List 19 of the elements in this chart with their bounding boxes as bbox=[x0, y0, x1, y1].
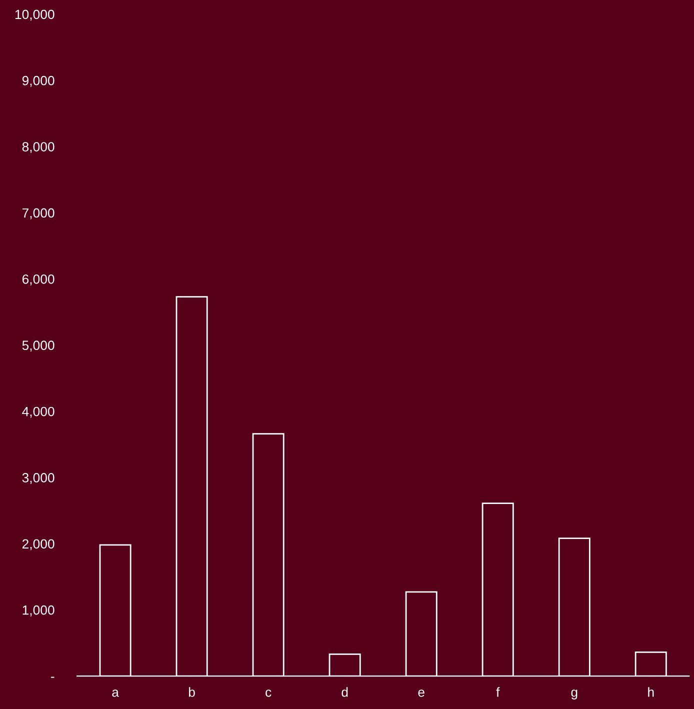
x-tick-label: e bbox=[418, 690, 424, 697]
x-tick-label: f bbox=[496, 687, 500, 697]
y-tick-label: 1,000 bbox=[22, 605, 54, 616]
y-tick-label: 2,000 bbox=[22, 539, 54, 550]
y-tick-label: 3,000 bbox=[22, 473, 54, 484]
x-tick-label: b bbox=[188, 687, 195, 697]
x-tick-label: h bbox=[648, 687, 654, 697]
x-tick-label: g bbox=[571, 690, 578, 700]
y-tick-label: 9,000 bbox=[22, 76, 54, 87]
y-tick-label: - bbox=[51, 676, 54, 678]
x-tick-label: c bbox=[266, 690, 272, 697]
x-tick-label: a bbox=[112, 690, 119, 697]
y-tick-label: 6,000 bbox=[22, 274, 54, 286]
x-tick-label: d bbox=[342, 687, 348, 697]
y-tick-label: 7,000 bbox=[22, 208, 54, 220]
y-tick-label: 5,000 bbox=[22, 340, 54, 352]
y-tick-label: 8,000 bbox=[22, 142, 54, 154]
y-tick-label: 10,000 bbox=[15, 10, 54, 21]
y-tick-label: 4,000 bbox=[22, 406, 54, 418]
